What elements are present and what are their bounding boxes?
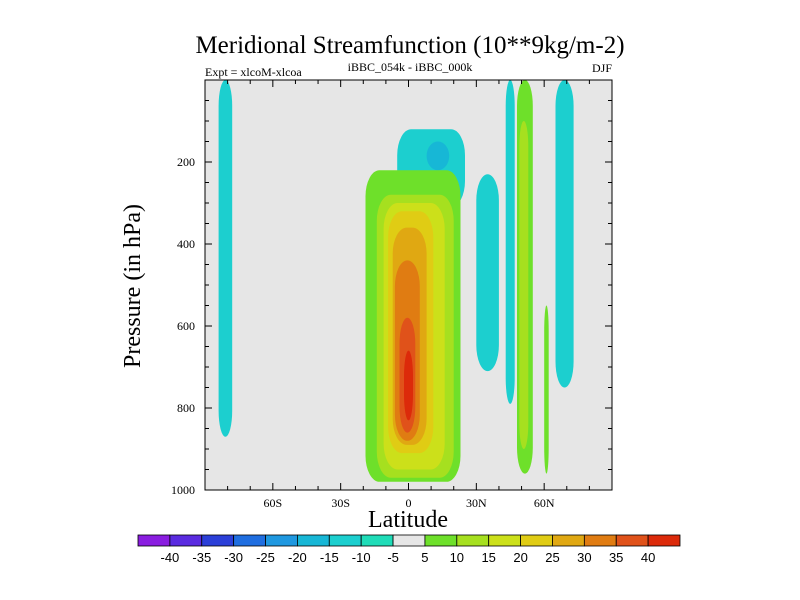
colorbar-box-2 [169, 534, 203, 547]
y-axis-label: Pressure (in hPa) [120, 204, 146, 368]
subtitle-center: iBBC_054k - iBBC_000k [348, 60, 473, 74]
y-tick-label-3: 600 [177, 319, 195, 333]
colorbar-box-15 [583, 534, 617, 547]
contour-region-5 [505, 80, 515, 404]
chart-title: Meridional Streamfunction (10**9kg/m-2) [195, 32, 624, 59]
colorbar-box-6 [297, 534, 330, 547]
contour-region-17 [544, 305, 549, 474]
contour-region-4 [476, 174, 499, 372]
colorbar-label-9: 5 [421, 550, 428, 565]
colorbar-label-6: -15 [320, 550, 339, 565]
x-tick-label-2: 30S [331, 496, 350, 510]
colorbar-label-3: -30 [224, 550, 243, 565]
colorbar-label-8: -5 [387, 550, 399, 565]
contour-region-16 [519, 121, 529, 449]
colorbar-label-2: -35 [192, 550, 211, 565]
subtitle-left: Expt = xlcoM-xlcoa [205, 65, 302, 79]
colorbar-box-3 [201, 534, 235, 547]
subtitle-right: DJF [592, 61, 612, 75]
colorbar-box-5 [265, 534, 298, 547]
colorbar-label-4: -25 [256, 550, 275, 565]
y-tick-label-2: 400 [177, 237, 195, 251]
colorbar-label-5: -20 [288, 550, 307, 565]
y-tick-label-5: 1000 [171, 483, 195, 497]
colorbar-label-10: 10 [450, 550, 464, 565]
colorbar-label-14: 30 [577, 550, 591, 565]
colorbar: -40 -35 -30 -25 -20 -15 -10 -5 5 10 15 20 25 30 35 40 [137, 534, 681, 565]
contour-region-3 [426, 141, 450, 171]
colorbar-label-13: 25 [545, 550, 559, 565]
colorbar-box-13 [520, 534, 553, 547]
colorbar-box-14 [552, 534, 585, 547]
contour-regions [218, 80, 574, 482]
colorbar-label-1: -40 [161, 550, 180, 565]
colorbar-label-11: 15 [481, 550, 495, 565]
y-tick-label-4: 800 [177, 401, 195, 415]
colorbar-box-9 [392, 534, 426, 547]
colorbar-box-4 [233, 534, 266, 547]
colorbar-label-15: 35 [609, 550, 623, 565]
colorbar-label-7: -10 [352, 550, 371, 565]
x-axis-label: Latitude [368, 507, 448, 533]
y-tick-label-1: 200 [177, 155, 195, 169]
colorbar-label-16: 40 [641, 550, 655, 565]
y-axis-ticks: 200 400 600 800 1000 [171, 100, 612, 497]
colorbar-box-12 [488, 534, 521, 547]
colorbar-box-7 [328, 534, 362, 547]
contour-region-1 [218, 80, 233, 437]
x-tick-label-5: 60N [534, 496, 555, 510]
colorbar-box-17 [647, 534, 681, 547]
colorbar-box-11 [456, 534, 490, 547]
colorbar-box-16 [615, 534, 649, 547]
colorbar-box-10 [424, 534, 458, 547]
x-tick-label-1: 60S [263, 496, 282, 510]
x-axis-ticks: 60S 30S 0 30N 60N [227, 80, 590, 510]
colorbar-box-8 [360, 534, 394, 547]
colorbar-label-12: 20 [513, 550, 527, 565]
contour-region-6 [555, 80, 574, 388]
x-tick-label-4: 30N [466, 496, 487, 510]
colorbar-box-1 [137, 534, 171, 547]
contour-region-14 [404, 350, 413, 421]
x-tick-label-3: 0 [406, 496, 412, 510]
